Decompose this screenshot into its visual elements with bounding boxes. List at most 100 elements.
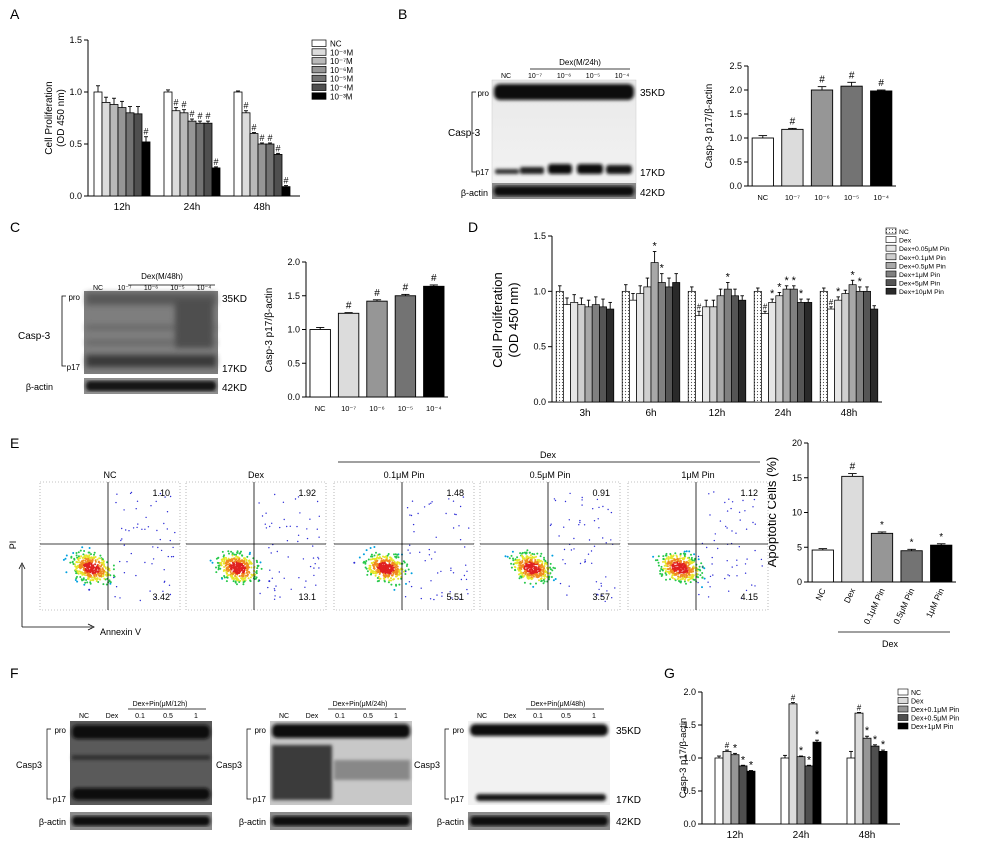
chart-d-bar bbox=[782, 288, 791, 403]
flow-event-dot bbox=[390, 568, 393, 571]
flow-event-dot bbox=[97, 581, 100, 583]
flow-event-dot bbox=[419, 551, 421, 553]
flow-event-dot bbox=[358, 556, 361, 559]
chartE-significance-mark: * bbox=[939, 532, 943, 543]
flow-event-dot bbox=[523, 565, 526, 568]
blot-b-kd-17: 17KD bbox=[640, 168, 665, 179]
flow-event-dot bbox=[522, 563, 525, 566]
flow-event-dot bbox=[313, 567, 315, 569]
panel-letter-b: B bbox=[398, 6, 407, 22]
flow-event-dot bbox=[407, 568, 410, 571]
flow-event-dot bbox=[707, 596, 710, 598]
flow-event-dot bbox=[533, 553, 536, 556]
flow-event-dot bbox=[273, 598, 276, 600]
chart-d-y-tick-label: 1.5 bbox=[533, 231, 546, 241]
flow-event-dot bbox=[753, 498, 756, 501]
flow-event-dot bbox=[385, 568, 388, 571]
flow-event-dot bbox=[726, 510, 729, 512]
flow-event-dot bbox=[250, 562, 253, 565]
flow-event-dot bbox=[397, 556, 400, 559]
flow-event-dot bbox=[450, 567, 452, 569]
flow-event-dot bbox=[661, 573, 663, 576]
flow-event-dot bbox=[467, 593, 469, 595]
flow-event-dot bbox=[229, 560, 232, 563]
flow-event-dot bbox=[539, 555, 542, 558]
flow-event-dot bbox=[260, 567, 263, 570]
flow-event-dot bbox=[364, 562, 367, 565]
flow-event-dot bbox=[593, 520, 596, 522]
blot-c-kd-17: 17KD bbox=[222, 364, 247, 375]
flow-event-dot bbox=[719, 520, 722, 522]
flow-event-dot bbox=[551, 554, 554, 557]
flow-event-dot bbox=[150, 505, 152, 507]
chart-g-legend-label: Dex+1μM Pin bbox=[911, 724, 953, 731]
chart-d-significance-mark: * bbox=[660, 263, 665, 275]
flow-event-dot bbox=[381, 564, 383, 567]
flow-event-dot bbox=[379, 577, 382, 580]
chart-a-significance-mark: # bbox=[181, 100, 186, 110]
flow-event-dot bbox=[382, 574, 385, 577]
panel-letter-a: A bbox=[10, 6, 20, 22]
flow-event-dot bbox=[286, 540, 289, 542]
flow-event-dot bbox=[693, 578, 696, 581]
flow-event-dot bbox=[671, 571, 674, 574]
flow-event-dot bbox=[94, 559, 97, 562]
flow-event-dot bbox=[515, 562, 518, 564]
flow-event-dot bbox=[430, 502, 432, 504]
chart-d-significance-mark: * bbox=[850, 269, 855, 281]
flow-event-dot bbox=[243, 560, 246, 563]
flow-event-dot bbox=[671, 574, 674, 577]
flow-plot: Dex 1.92 13.1 bbox=[185, 470, 327, 611]
chart-b-ylabel: Casp-3 p17/β-actin bbox=[704, 84, 715, 169]
flow-event-dot bbox=[674, 552, 677, 555]
flow-event-dot bbox=[86, 581, 89, 584]
chart-g-bar bbox=[746, 770, 756, 825]
flow-event-dot bbox=[532, 572, 535, 575]
flow-event-dot bbox=[89, 571, 92, 574]
flow-event-dot bbox=[449, 591, 451, 593]
flow-event-dot bbox=[739, 519, 741, 521]
chart-d-bar bbox=[768, 302, 777, 403]
flow-event-dot bbox=[610, 539, 612, 541]
flow-event-dot bbox=[448, 498, 450, 500]
flow-event-dot bbox=[242, 578, 245, 581]
flow-event-dot bbox=[691, 573, 694, 576]
chart-d-bar bbox=[775, 295, 784, 403]
flow-event-dot bbox=[226, 576, 229, 579]
flow-event-dot bbox=[238, 575, 241, 578]
flow-event-dot bbox=[85, 561, 88, 564]
chart-d-bar bbox=[650, 262, 659, 403]
flow-event-dot bbox=[666, 562, 669, 565]
flow-event-dot bbox=[279, 526, 281, 529]
flow-event-dot bbox=[233, 557, 236, 560]
flow-event-dot bbox=[543, 556, 545, 559]
flow-event-dot bbox=[231, 561, 234, 564]
flow-event-dot bbox=[526, 549, 529, 552]
flow-event-dot bbox=[664, 558, 667, 561]
flow-event-dot bbox=[539, 559, 542, 562]
flow-upper-right-value: 1.10 bbox=[152, 488, 170, 498]
flow-event-dot bbox=[597, 518, 599, 520]
flow-event-dot bbox=[223, 554, 225, 557]
chart-d-bar bbox=[804, 302, 813, 403]
flow-event-dot bbox=[77, 551, 80, 554]
flow-plot-frame bbox=[627, 481, 769, 611]
flow-event-dot bbox=[713, 539, 715, 542]
flow-event-dot bbox=[682, 576, 684, 579]
flow-event-dot bbox=[673, 578, 676, 580]
flow-event-dot bbox=[233, 560, 236, 563]
chartE-y-tick-label: 5 bbox=[797, 542, 802, 552]
chart-a-bar bbox=[273, 153, 283, 197]
flow-event-dot bbox=[521, 561, 524, 564]
chartE-x-label: 1μM Pin bbox=[924, 586, 946, 619]
flow-event-dot bbox=[751, 584, 753, 586]
flow-event-dot bbox=[542, 575, 545, 577]
flow-event-dot bbox=[685, 576, 688, 579]
flow-event-dot bbox=[754, 523, 756, 525]
flow-event-dot bbox=[670, 562, 673, 565]
flow-event-dot bbox=[512, 557, 514, 560]
flow-event-dot bbox=[517, 564, 520, 567]
blot-f-lane-label: 1 bbox=[592, 713, 596, 720]
chart-a-ylabel-units: (OD 450 nm) bbox=[56, 89, 67, 147]
flow-event-dot bbox=[700, 562, 703, 565]
